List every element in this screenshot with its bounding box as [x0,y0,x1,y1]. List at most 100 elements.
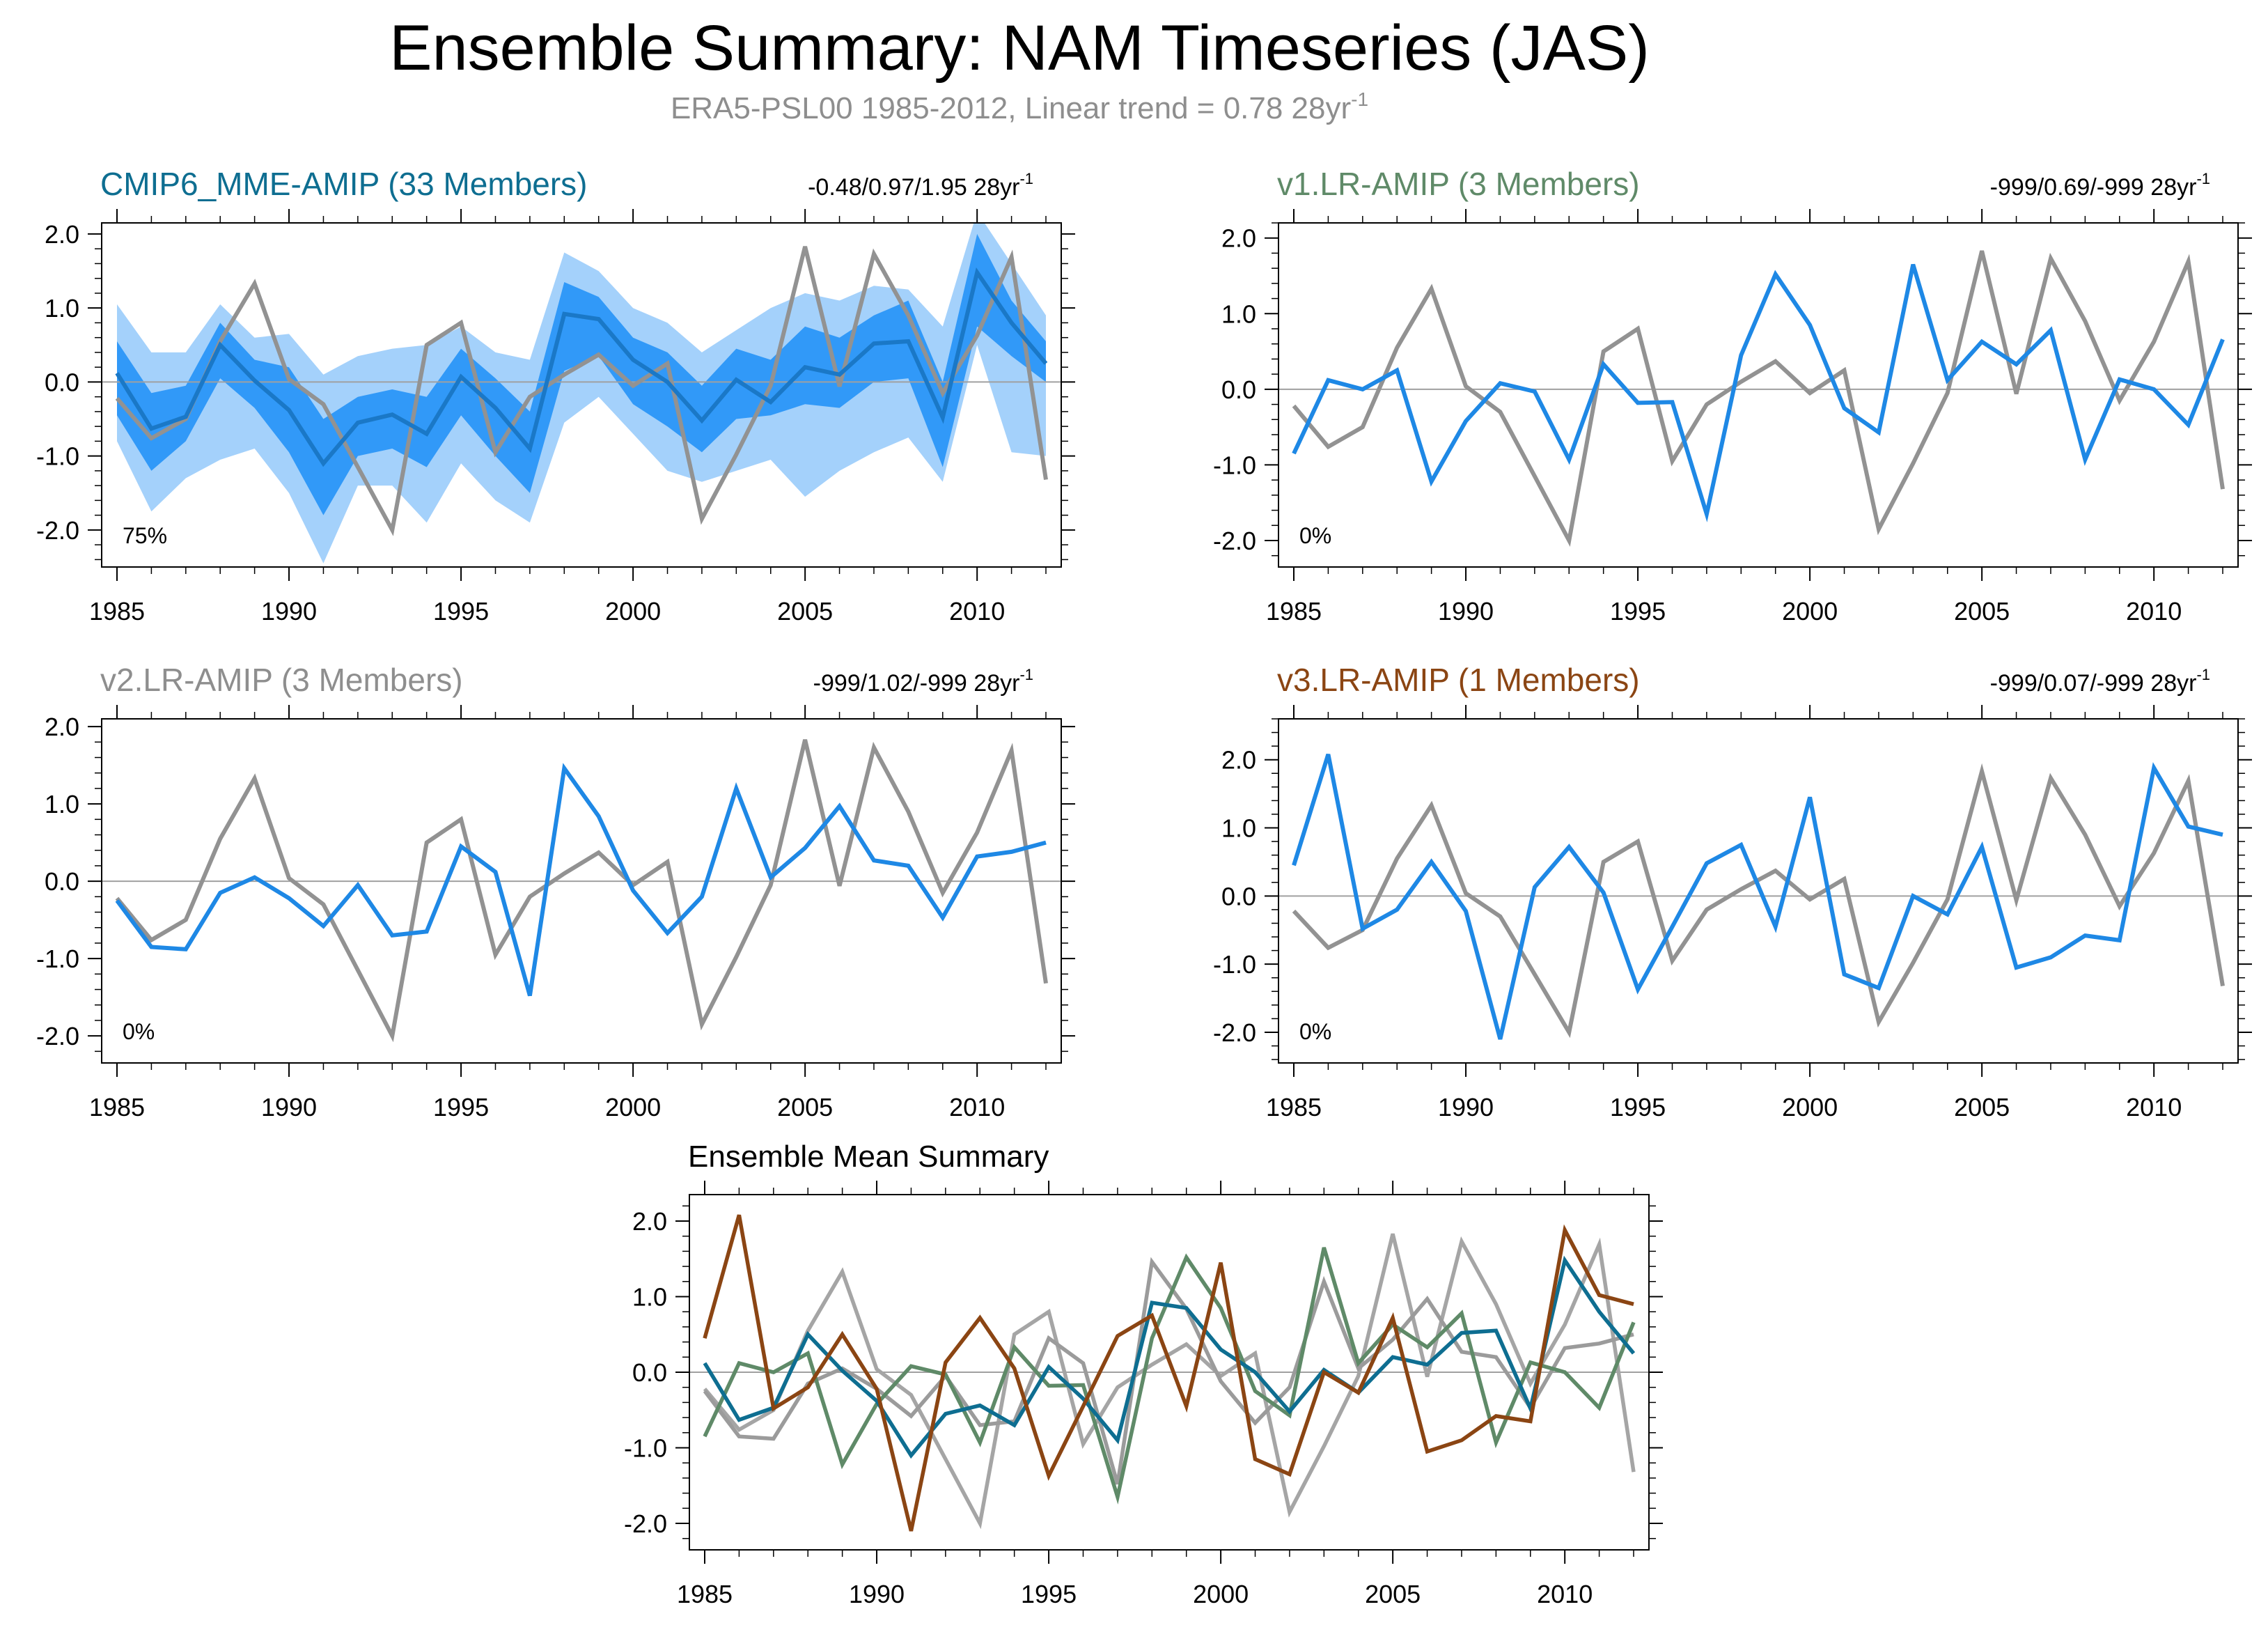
series-line-era5-psl00 [1292,763,2225,1039]
y-tick-label: 0.0 [632,1358,667,1387]
x-tick-label: 1990 [1438,597,1494,626]
x-tick-label: 2010 [949,1093,1005,1121]
series-line-v1-lr-amip [1292,263,2225,522]
y-tick-label: 0.0 [45,368,79,396]
series-line-era5-psl00 [1292,250,2225,547]
x-tick-label: 1985 [1266,597,1322,626]
x-tick-label: 2000 [605,1093,661,1121]
x-tick-label: 1995 [1610,597,1666,626]
x-tick-label: 1990 [261,1093,317,1121]
x-tick-label: 1990 [849,1580,905,1608]
pct-label: 75% [123,523,167,548]
series-line-era5-psl00 [115,739,1048,1043]
panel-title: v1.LR-AMIP (3 Members) [1277,166,1640,202]
y-tick-label: 2.0 [45,220,79,249]
x-tick-label: 1985 [89,597,145,626]
x-tick-label: 2000 [1782,597,1838,626]
figure-subtitle: ERA5-PSL00 1985-2012, Linear trend = 0.7… [671,88,1368,125]
spread-band-outer [117,223,1046,564]
x-tick-label: 2010 [2126,597,2182,626]
x-tick-label: 1995 [1021,1580,1077,1608]
y-tick-label: -2.0 [624,1509,667,1538]
x-tick-label: 1985 [1266,1093,1322,1121]
series-line-v3-lr-amip [1292,754,2223,1040]
x-tick-label: 2010 [1537,1580,1593,1608]
x-tick-label: 2000 [605,597,661,626]
y-tick-label: 1.0 [45,790,79,818]
trend-label-exp: -1 [2196,170,2210,187]
pct-label: 0% [1299,1019,1331,1044]
panel-v3: v3.LR-AMIP (1 Members) -999/0.07/-999 28y… [1213,662,2252,1121]
panel-title: CMIP6_MME-AMIP (33 Members) [100,166,588,202]
x-tick-label: 2005 [777,1093,833,1121]
series-line-cmip6-mme-amip-mean [115,267,1048,467]
trend-label-text: -999/0.69/-999 28yr [1990,174,2197,201]
x-tick-label: 2005 [1954,1093,2010,1121]
y-tick-label: 1.0 [1221,300,1256,328]
x-tick-label: 1990 [261,597,317,626]
y-tick-label: 0.0 [1221,882,1256,910]
plot-area [102,739,1061,1043]
plot-frame [101,718,1062,1064]
trend-label: -999/0.07/-999 28yr-1 [1990,666,2210,697]
panel-mme: CMIP6_MME-AMIP (33 Members) -0.48/0.97/1.… [36,166,1075,626]
plot-area [102,223,1061,564]
trend-label: -999/1.02/-999 28yr-1 [813,666,1033,697]
trend-label-exp: -1 [2196,666,2210,683]
y-tick-label: -1.0 [1213,451,1256,479]
y-tick-label: 0.0 [45,867,79,896]
panel-v1: v1.LR-AMIP (3 Members) -999/0.69/-999 28y… [1213,166,2252,626]
spread-band-inner [117,233,1046,515]
x-tick-label: 1985 [677,1580,733,1608]
x-tick-label: 1995 [1610,1093,1666,1121]
y-tick-label: -2.0 [1213,1018,1256,1047]
panel-v2: v2.LR-AMIP (3 Members) -999/1.02/-999 28y… [36,662,1075,1121]
plot-frame [101,222,1062,568]
y-tick-label: 2.0 [1221,746,1256,775]
y-tick-label: 1.0 [1221,814,1256,843]
trend-label: -0.48/0.97/1.95 28yr-1 [808,170,1033,201]
plot-frame [1278,222,2239,568]
trend-label-exp: -1 [1019,666,1033,683]
x-tick-label: 1990 [1438,1093,1494,1121]
x-tick-label: 2010 [2126,1093,2182,1121]
trend-label-exp: -1 [1019,170,1033,187]
y-tick-label: 1.0 [45,294,79,323]
y-tick-label: -1.0 [1213,950,1256,979]
plot-frame [1278,718,2239,1064]
panel-title: Ensemble Mean Summary [688,1140,1049,1174]
plot-area [689,1214,1649,1532]
series-line-v1-lr-amip [703,1247,1636,1505]
trend-label-text: -0.48/0.97/1.95 28yr [808,174,1019,201]
x-tick-label: 1995 [433,597,489,626]
y-tick-label: -2.0 [36,516,79,545]
figure-subtitle-exp: -1 [1351,88,1368,110]
x-tick-label: 2010 [949,597,1005,626]
pct-label: 0% [1299,523,1331,548]
x-tick-label: 2005 [1365,1580,1421,1608]
series-line-v3-lr-amip [703,1214,1634,1532]
y-tick-label: -2.0 [1213,527,1256,555]
trend-label-text: -999/0.07/-999 28yr [1990,670,2197,697]
y-tick-label: 2.0 [45,713,79,741]
series-line-cmip6-mme-amip [703,1255,1636,1459]
y-tick-label: 2.0 [632,1207,667,1236]
x-tick-label: 2000 [1782,1093,1838,1121]
trend-label-text: -999/1.02/-999 28yr [813,670,1020,697]
y-tick-label: -2.0 [36,1022,79,1050]
x-tick-label: 2000 [1193,1580,1249,1608]
y-tick-label: 2.0 [1221,224,1256,253]
panel-title: v3.LR-AMIP (1 Members) [1277,662,1640,698]
series-line-v2-lr-amip [703,1257,1634,1485]
series-line-era5-psl00 [703,1233,1636,1530]
plot-area [1278,754,2238,1040]
x-tick-label: 2005 [1954,597,2010,626]
y-tick-label: -1.0 [36,945,79,973]
figure-title: Ensemble Summary: NAM Timeseries (JAS) [389,13,1650,84]
figure-subtitle-text: ERA5-PSL00 1985-2012, Linear trend = 0.7… [671,91,1351,125]
series-line-v2-lr-amip [115,763,1047,997]
x-tick-label: 2005 [777,597,833,626]
x-tick-label: 1985 [89,1093,145,1121]
panel-summary: Ensemble Mean Summary -2.0 -1.0 0.0 1.0 2.0 19… [624,1140,1663,1608]
